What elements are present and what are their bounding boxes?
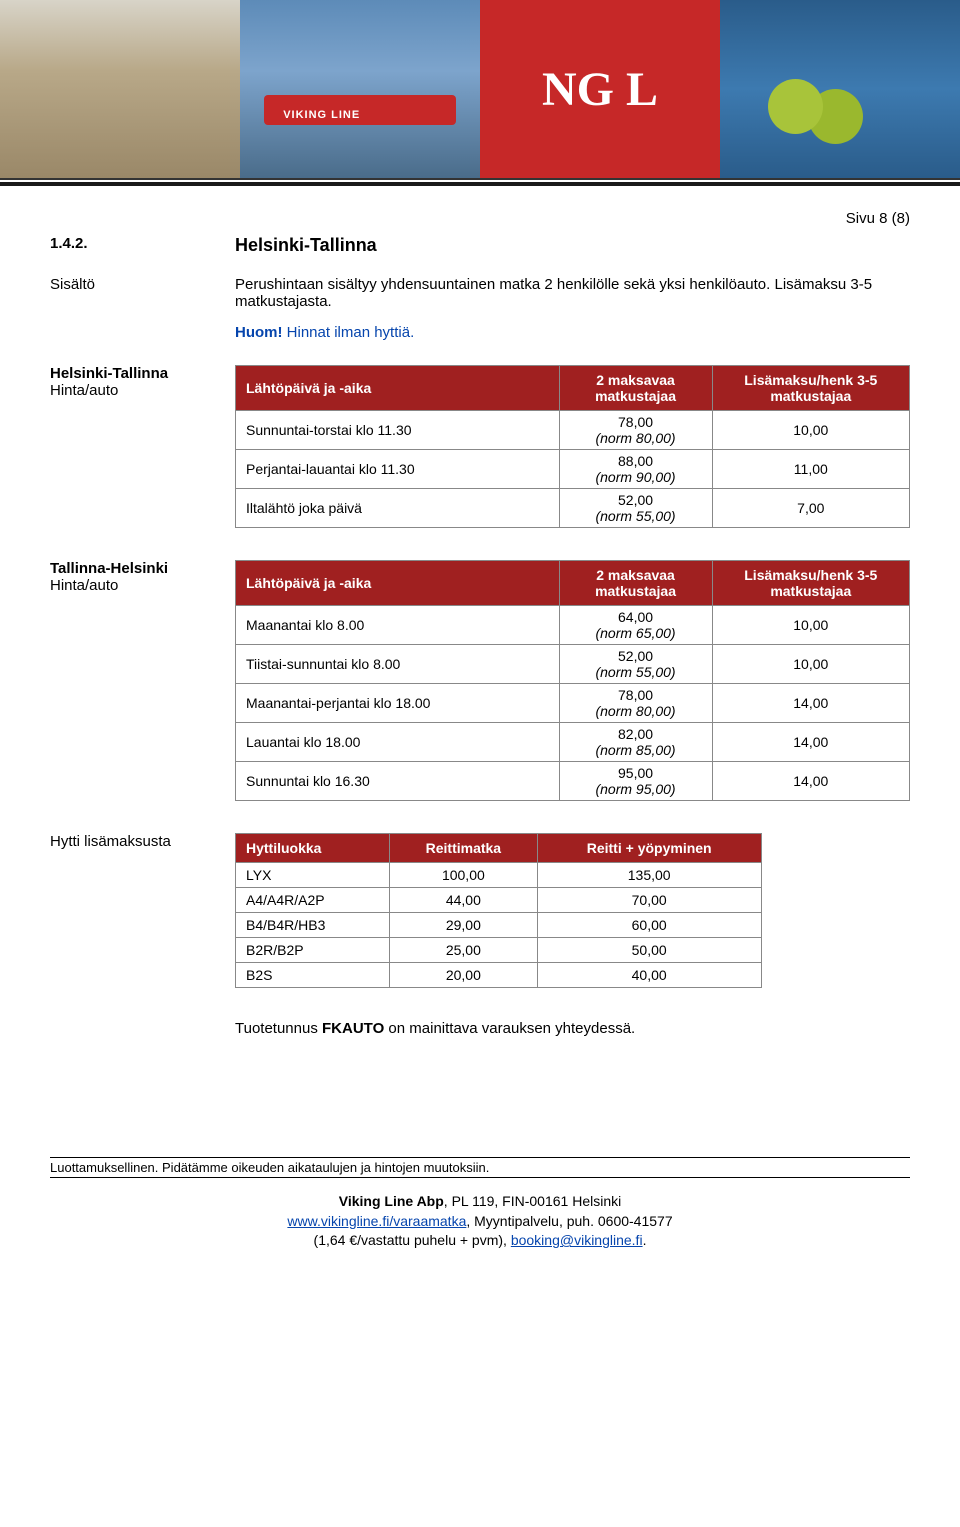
banner-photo-ship: VIKING LINE — [240, 0, 480, 178]
page-number: Sivu 8 (8) — [50, 210, 910, 227]
table-row: Sunnuntai klo 16.3095,00(norm 95,00)14,0… — [236, 762, 910, 801]
t2-h0: Lähtöpäivä ja -aika — [236, 561, 560, 606]
footer-company: Viking Line Abp — [339, 1193, 444, 1209]
table-tallinna-helsinki: Lähtöpäivä ja -aika 2 maksavaa matkustaj… — [235, 560, 910, 801]
table-row: B4/B4R/HB329,0060,00 — [236, 913, 762, 938]
desc-cell: Iltalähtö joka päivä — [236, 489, 560, 528]
footer-address: , PL 119, FIN-00161 Helsinki — [444, 1193, 621, 1209]
desc-cell: Maanantai klo 8.00 — [236, 606, 560, 645]
extra-cell: 10,00 — [712, 645, 909, 684]
table-cabin: Hyttiluokka Reittimatka Reitti + yöpymin… — [235, 833, 762, 988]
table3-label: Hytti lisämaksusta — [50, 833, 235, 850]
cabin-class-cell: A4/A4R/A2P — [236, 888, 390, 913]
note-code: FKAUTO — [322, 1020, 384, 1037]
footer-link-booking[interactable]: www.vikingline.fi/varaamatka — [287, 1213, 466, 1229]
cabin-class-cell: B2R/B2P — [236, 938, 390, 963]
price-cell: 52,00(norm 55,00) — [559, 645, 712, 684]
table-row: Iltalähtö joka päivä52,00(norm 55,00)7,0… — [236, 489, 910, 528]
table-row: Perjantai-lauantai klo 11.3088,00(norm 9… — [236, 450, 910, 489]
section-number: 1.4.2. — [50, 235, 105, 252]
table-row: Tiistai-sunnuntai klo 8.0052,00(norm 55,… — [236, 645, 910, 684]
table-row: A4/A4R/A2P44,0070,00 — [236, 888, 762, 913]
banner-photo-food — [720, 0, 960, 178]
note-pre: Tuotetunnus — [235, 1020, 322, 1037]
footer-link-email[interactable]: booking@vikingline.fi — [511, 1232, 643, 1248]
banner-brand: NG L — [480, 0, 720, 178]
table-row: B2S20,0040,00 — [236, 963, 762, 988]
desc-cell: Lauantai klo 18.00 — [236, 723, 560, 762]
cabin-price-b: 60,00 — [537, 913, 761, 938]
t3-h0: Hyttiluokka — [236, 834, 390, 863]
price-cell: 95,00(norm 95,00) — [559, 762, 712, 801]
sisalto-text: Perushintaan sisältyy yhdensuuntainen ma… — [235, 276, 910, 310]
footer-confidential: Luottamuksellinen. Pidätämme oikeuden ai… — [50, 1157, 910, 1178]
banner-underline — [0, 182, 960, 186]
cabin-class-cell: B4/B4R/HB3 — [236, 913, 390, 938]
price-cell: 78,00(norm 80,00) — [559, 684, 712, 723]
t3-h1: Reittimatka — [389, 834, 537, 863]
extra-cell: 14,00 — [712, 723, 909, 762]
extra-cell: 11,00 — [712, 450, 909, 489]
extra-cell: 7,00 — [712, 489, 909, 528]
banner-photo-people — [0, 0, 240, 178]
cabin-price-b: 40,00 — [537, 963, 761, 988]
desc-cell: Maanantai-perjantai klo 18.00 — [236, 684, 560, 723]
desc-cell: Sunnuntai-torstai klo 11.30 — [236, 411, 560, 450]
table-row: Sunnuntai-torstai klo 11.3078,00(norm 80… — [236, 411, 910, 450]
extra-cell: 14,00 — [712, 762, 909, 801]
price-cell: 78,00(norm 80,00) — [559, 411, 712, 450]
t2-h2: Lisämaksu/henk 3-5 matkustajaa — [712, 561, 909, 606]
price-cell: 88,00(norm 90,00) — [559, 450, 712, 489]
extra-cell: 10,00 — [712, 606, 909, 645]
note-post: on mainittava varauksen yhteydessä. — [384, 1020, 635, 1037]
cabin-price-a: 44,00 — [389, 888, 537, 913]
table-row: Maanantai-perjantai klo 18.0078,00(norm … — [236, 684, 910, 723]
banner-brand-text: NG L — [542, 62, 658, 117]
cabin-price-a: 100,00 — [389, 863, 537, 888]
desc-cell: Sunnuntai klo 16.30 — [236, 762, 560, 801]
cabin-class-cell: LYX — [236, 863, 390, 888]
footer-line2-rest: , Myyntipalvelu, puh. 0600-41577 — [466, 1213, 672, 1229]
cabin-price-b: 70,00 — [537, 888, 761, 913]
price-cell: 52,00(norm 55,00) — [559, 489, 712, 528]
extra-cell: 14,00 — [712, 684, 909, 723]
footer-contact: Viking Line Abp, PL 119, FIN-00161 Helsi… — [50, 1192, 910, 1251]
desc-cell: Perjantai-lauantai klo 11.30 — [236, 450, 560, 489]
cabin-class-cell: B2S — [236, 963, 390, 988]
section-title: Helsinki-Tallinna — [235, 235, 377, 255]
cabin-price-b: 50,00 — [537, 938, 761, 963]
t1-h0: Lähtöpäivä ja -aika — [236, 366, 560, 411]
price-cell: 82,00(norm 85,00) — [559, 723, 712, 762]
cabin-price-a: 25,00 — [389, 938, 537, 963]
sisalto-label: Sisältö — [50, 276, 235, 293]
desc-cell: Tiistai-sunnuntai klo 8.00 — [236, 645, 560, 684]
huom-label: Huom! — [235, 324, 283, 341]
table-row: Lauantai klo 18.0082,00(norm 85,00)14,00 — [236, 723, 910, 762]
t1-h1: 2 maksavaa matkustajaa — [559, 366, 712, 411]
table1-sublabel: Hinta/auto — [50, 382, 235, 399]
header-banner: VIKING LINE NG L — [0, 0, 960, 180]
table-row: Maanantai klo 8.0064,00(norm 65,00)10,00 — [236, 606, 910, 645]
cabin-price-a: 29,00 — [389, 913, 537, 938]
table2-label: Tallinna-Helsinki — [50, 560, 235, 577]
footer-line3-pre: (1,64 €/vastattu puhelu + pvm), — [314, 1232, 511, 1248]
t3-h2: Reitti + yöpyminen — [537, 834, 761, 863]
table-row: LYX100,00135,00 — [236, 863, 762, 888]
table-helsinki-tallinna: Lähtöpäivä ja -aika 2 maksavaa matkustaj… — [235, 365, 910, 528]
huom-text: Hinnat ilman hyttiä. — [287, 324, 415, 341]
table2-sublabel: Hinta/auto — [50, 577, 235, 594]
price-cell: 64,00(norm 65,00) — [559, 606, 712, 645]
t1-h2: Lisämaksu/henk 3-5 matkustajaa — [712, 366, 909, 411]
banner-ship-label: VIKING LINE — [283, 109, 360, 121]
table-row: B2R/B2P25,0050,00 — [236, 938, 762, 963]
cabin-price-b: 135,00 — [537, 863, 761, 888]
extra-cell: 10,00 — [712, 411, 909, 450]
footer-line3-post: . — [643, 1232, 647, 1248]
cabin-price-a: 20,00 — [389, 963, 537, 988]
table1-label: Helsinki-Tallinna — [50, 365, 235, 382]
t2-h1: 2 maksavaa matkustajaa — [559, 561, 712, 606]
